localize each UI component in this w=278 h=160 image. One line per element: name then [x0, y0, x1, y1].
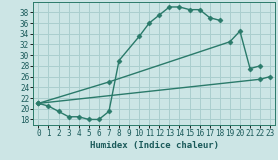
- X-axis label: Humidex (Indice chaleur): Humidex (Indice chaleur): [90, 141, 219, 150]
